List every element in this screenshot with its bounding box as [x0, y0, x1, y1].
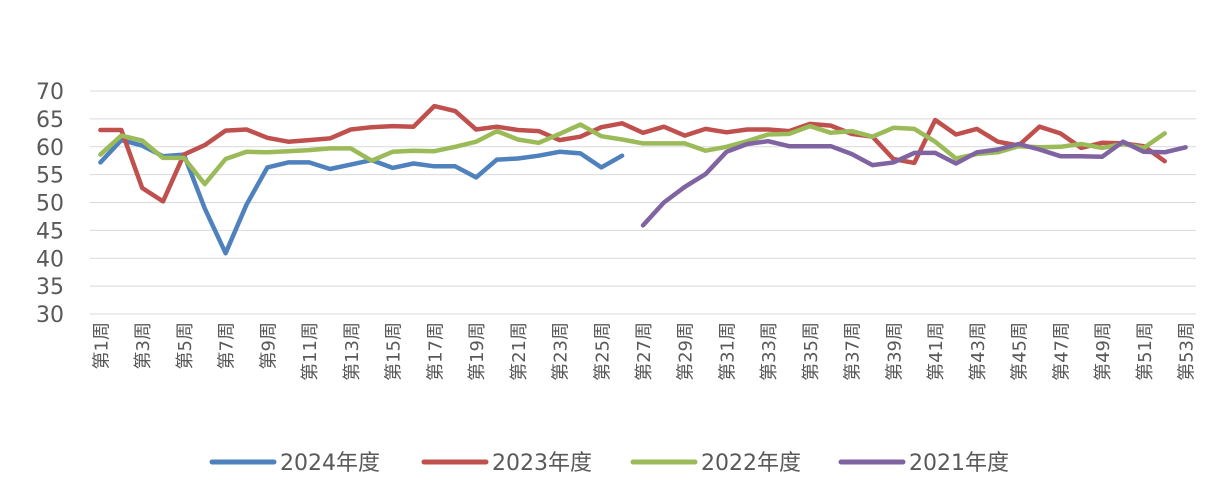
x-tick-label: 第37周: [843, 322, 864, 381]
y-tick-label: 45: [36, 219, 64, 244]
x-tick-label: 第19周: [467, 322, 488, 381]
series-lines: [98, 103, 1188, 256]
x-tick-label: 第25周: [592, 322, 613, 381]
legend-label: 2022年度: [701, 451, 801, 476]
x-tick-label: 第3周: [133, 322, 154, 369]
x-tick-label: 第29周: [676, 322, 697, 381]
x-tick-label: 第53周: [1177, 322, 1198, 381]
x-tick-label: 第13周: [342, 322, 363, 381]
series-line-2023年度: [98, 103, 1167, 204]
x-tick-label: 第23周: [551, 322, 572, 381]
legend: 2024年度 2023年度 2022年度 2021年度: [209, 451, 1009, 476]
gridlines: [90, 90, 1196, 315]
x-tick-label: 第35周: [801, 322, 822, 381]
y-tick-label: 65: [36, 108, 64, 133]
x-tick-label: 第41周: [926, 322, 947, 381]
y-tick-label: 30: [36, 303, 64, 328]
x-tick-label: 第17周: [425, 322, 446, 381]
x-tick-label: 第51周: [1135, 322, 1156, 381]
x-tick-label: 第21周: [509, 322, 530, 381]
x-axis-tick-labels: 第1周 第3周 第5周 第7周 第9周 第11周 第13周 第15周 第17周 第19周 第21周第…: [91, 322, 1197, 381]
y-tick-label: 35: [36, 275, 64, 300]
x-tick-label: 第39周: [884, 322, 905, 381]
legend-label: 2023年度: [492, 451, 592, 476]
x-tick-label: 第45周: [1010, 322, 1031, 381]
x-tick-label: 第5周: [175, 322, 196, 369]
y-tick-label: 50: [36, 192, 64, 217]
y-tick-label: 40: [36, 247, 64, 272]
series-line-2021年度: [640, 138, 1188, 228]
x-tick-label: 第47周: [1051, 322, 1072, 381]
x-tick-label: 第11周: [300, 322, 321, 381]
x-tick-label: 第9周: [258, 322, 279, 369]
x-tick-label: 第1周: [91, 322, 112, 369]
y-tick-label: 70: [36, 80, 64, 105]
x-tick-label: 第33周: [759, 322, 780, 381]
x-tick-label: 第31周: [717, 322, 738, 381]
legend-label: 2024年度: [280, 451, 380, 476]
y-tick-label: 60: [36, 136, 64, 161]
x-tick-label: 第15周: [384, 322, 405, 381]
legend-label: 2021年度: [909, 451, 1009, 476]
y-tick-label: 55: [36, 164, 64, 189]
x-tick-label: 第43周: [968, 322, 989, 381]
x-tick-label: 第49周: [1093, 322, 1114, 381]
x-tick-label: 第7周: [217, 322, 238, 369]
x-tick-label: 第27周: [634, 322, 655, 381]
